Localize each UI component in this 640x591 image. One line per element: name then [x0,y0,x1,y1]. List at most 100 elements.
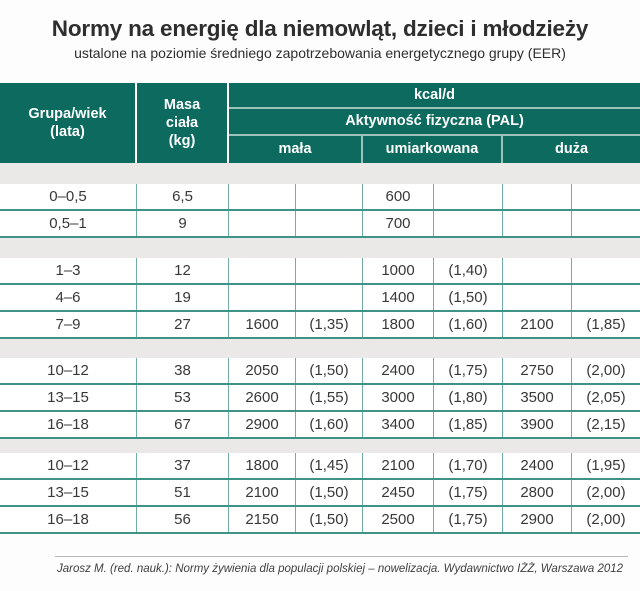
section-divider [0,339,640,358]
cell: (1,50) [296,480,363,505]
cell: 2150 [229,507,296,532]
cell [434,211,503,236]
cell: 13–15 [0,385,137,410]
table-row: 0–0,5 6,5 600 [0,184,640,211]
cell: (1,80) [434,385,503,410]
table-row: 10–12 38 2050 (1,50) 2400 (1,75) 2750 (2,00) [0,358,640,385]
page-subtitle: ustalone na poziomie średniego zapotrzeb… [74,45,566,61]
cell: 2800 [503,480,572,505]
cell: (1,75) [434,507,503,532]
cell [572,184,640,209]
cell [572,285,640,310]
cell: (1,70) [434,453,503,478]
cell: (1,35) [296,312,363,337]
cell: (2,15) [586,416,626,433]
cell [503,211,572,236]
cell: 27 [137,312,229,337]
cell: (1,50) [296,507,363,532]
cell: 2100 [229,480,296,505]
cell: 1400 [363,285,434,310]
cell: 1–3 [0,258,137,283]
table-row: 16–18 67 2900 (1,60) 3400 (1,85) 3900 (2,15) [0,412,640,439]
cell: 53 [137,385,229,410]
cell [229,258,296,283]
cell: 2900 [229,412,296,437]
table-row: 13–15 53 2600 (1,55) 3000 (1,80) 3500 (2,05) [0,385,640,412]
cell: 1000 [363,258,434,283]
cell: 2500 [363,507,434,532]
cell: 6,5 [137,184,229,209]
cell [296,285,363,310]
cell: 3500 [503,385,572,410]
cell: 3900 [503,412,572,437]
table-section-girls: 10–12 37 1800 (1,45) 2100 (1,70) 2400 (1,95) 13–… [0,453,640,534]
cell: 2750 [503,358,572,383]
cell: 2600 [229,385,296,410]
cell: 67 [137,412,229,437]
table-section-infants: 0–0,5 6,5 600 0,5–1 9 700 [0,184,640,238]
cell: 56 [137,507,229,532]
cell: 1800 [229,453,296,478]
cell: (1,50) [434,285,503,310]
cell: 16–18 [0,412,137,437]
cell: (1,55) [296,385,363,410]
header-activity-low: mała [229,136,363,163]
table-row: 16–18 56 2150 (1,50) 2500 (1,75) 2900 (2,00) [0,507,640,534]
cell: 2050 [229,358,296,383]
cell: 4–6 [0,285,137,310]
cell [229,211,296,236]
table-row: 1–3 12 1000 (1,40) [0,258,640,285]
table-row: 10–12 37 1800 (1,45) 2100 (1,70) 2400 (1,95) [0,453,640,480]
cell: 2400 [363,358,434,383]
table-row: 0,5–1 9 700 [0,211,640,238]
cell: (1,85) [586,316,626,333]
cell [296,258,363,283]
section-divider [0,238,640,258]
cell [572,258,640,283]
cell [572,211,640,236]
cell: 10–12 [0,358,137,383]
table-row: 4–6 19 1400 (1,50) [0,285,640,312]
cell [296,211,363,236]
cell: (2,00) [586,362,626,379]
footer-divider [55,556,628,557]
cell: 9 [137,211,229,236]
cell: 2450 [363,480,434,505]
cell: 7–9 [0,312,137,337]
header-activity-moderate: umiarkowana [363,136,503,163]
cell: (1,60) [296,412,363,437]
cell [503,258,572,283]
cell: 0–0,5 [0,184,137,209]
cell: (2,00) [586,511,626,528]
cell: 12 [137,258,229,283]
cell: (2,00) [586,484,626,501]
source-citation: Jarosz M. (red. nauk.): Normy żywienia d… [56,563,624,575]
cell: 2100 [503,312,572,337]
cell: 37 [137,453,229,478]
cell: 10–12 [0,453,137,478]
cell: (1,95) [586,457,626,474]
cell: 38 [137,358,229,383]
header-physical-activity: Aktywność fizyczna (PAL) [229,109,640,136]
cell: (1,85) [434,412,503,437]
cell: 0,5–1 [0,211,137,236]
cell [229,285,296,310]
table-row: 7–9 27 1600 (1,35) 1800 (1,60) 2100 (1,85) [0,312,640,339]
cell: 13–15 [0,480,137,505]
cell: 2400 [503,453,572,478]
cell: 700 [363,211,434,236]
cell: (1,45) [296,453,363,478]
header-body-mass: Masa ciała (kg) [137,83,229,163]
cell: 51 [137,480,229,505]
table-section-children: 1–3 12 1000 (1,40) 4–6 19 1400 (1,50) 7–9 27 1600(… [0,258,640,339]
cell: (1,50) [296,358,363,383]
cell [229,184,296,209]
cell: (1,40) [434,258,503,283]
cell: 16–18 [0,507,137,532]
header-activity-high: duża [554,141,589,158]
table-header: Grupa/wiek (lata) Masa ciała (kg) kcal/d… [0,83,640,163]
cell: 3400 [363,412,434,437]
section-divider [0,439,640,453]
cell [503,184,572,209]
